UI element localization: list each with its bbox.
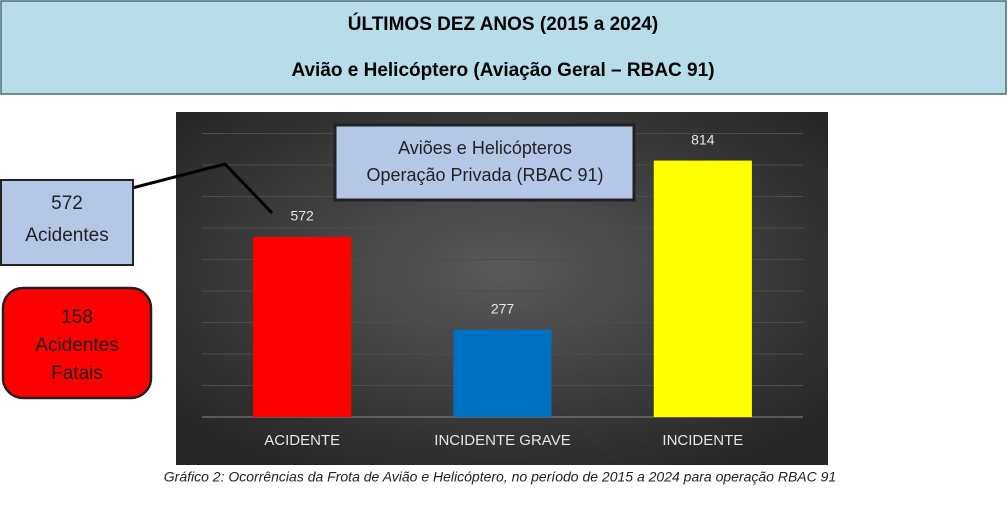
header-title: ÚLTIMOS DEZ ANOS (2015 a 2024) bbox=[348, 13, 658, 35]
header-subtitle: Avião e Helicóptero (Aviação Geral – RBA… bbox=[291, 60, 714, 81]
x-tick-label: ACIDENTE bbox=[264, 432, 340, 449]
bar bbox=[253, 236, 352, 417]
plot: ACIDENTE 572 INCIDENTE GRAVE 277 INCIDENTE 81… bbox=[202, 131, 803, 449]
side-box-line: 158 bbox=[61, 307, 93, 328]
header-box bbox=[0, 0, 1007, 95]
legend-box bbox=[333, 123, 636, 202]
side-box-fatal bbox=[1, 286, 153, 400]
side-box-line: Fatais bbox=[51, 363, 103, 384]
x-tick-label: INCIDENTE bbox=[662, 432, 743, 449]
value-label: 814 bbox=[691, 131, 715, 147]
callout-line bbox=[104, 162, 274, 215]
legend-line: Aviões e Helicópteros bbox=[398, 138, 572, 158]
bar bbox=[653, 160, 752, 417]
side-box-line: Acidentes bbox=[25, 225, 108, 246]
value-label: 277 bbox=[491, 300, 515, 316]
caption: Gráfico 2: Ocorrências da Frota de Avião… bbox=[164, 469, 836, 485]
value-label: 572 bbox=[290, 208, 314, 224]
bar bbox=[453, 329, 552, 417]
x-tick-label: INCIDENTE GRAVE bbox=[434, 432, 570, 449]
side-box-line: 572 bbox=[51, 193, 83, 214]
legend-line: Operação Privada (RBAC 91) bbox=[366, 165, 603, 185]
side-box bbox=[0, 179, 134, 266]
side-box-line: Acidentes bbox=[35, 335, 118, 356]
